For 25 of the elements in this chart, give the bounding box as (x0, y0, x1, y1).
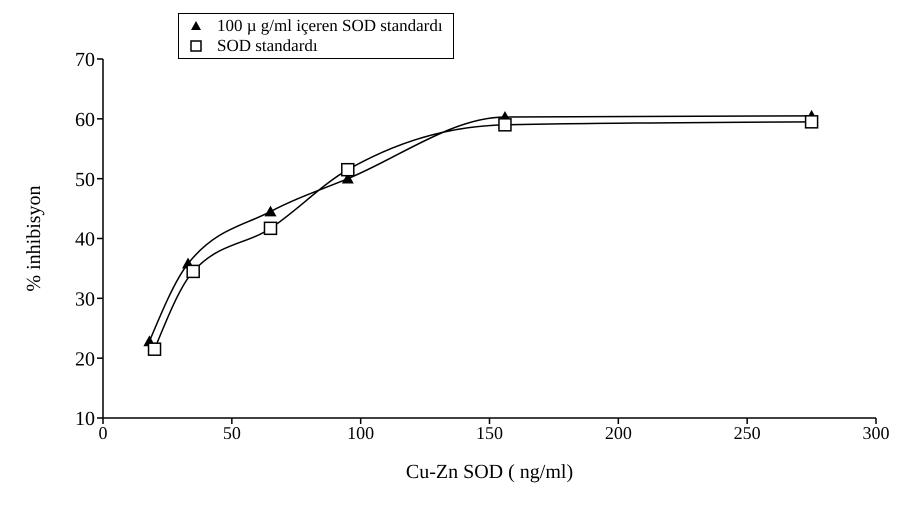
y-tick-label: 60 (75, 108, 95, 131)
point (148, 342, 162, 356)
legend-label: 100 µ g/ml içeren SOD standardı (217, 16, 443, 36)
y-tick-label: 20 (75, 348, 95, 370)
y-tick-label: 70 (75, 49, 95, 72)
x-tick-label: 200 (604, 422, 632, 443)
point (341, 162, 355, 176)
y-tick-label: 10 (75, 408, 95, 430)
x-tick-label: 150 (476, 422, 503, 443)
point (498, 118, 512, 132)
x-tick-label: 100 (347, 422, 374, 443)
point (804, 115, 818, 129)
y-tick-label: 40 (75, 228, 95, 251)
y-axis-title: % inhibisyon (23, 185, 46, 292)
point (186, 264, 200, 278)
point (264, 206, 276, 216)
point (264, 222, 278, 236)
x-axis-title: Cu-Zn SOD ( ng/ml) (406, 461, 574, 483)
y-tick-label: 50 (75, 168, 95, 191)
legend-label: SOD standardı (217, 36, 318, 56)
x-tick-label: 0 (98, 422, 108, 443)
y-tick-label: 30 (75, 288, 95, 310)
x-tick-label: 300 (862, 422, 890, 443)
x-tick-label: 250 (734, 422, 761, 443)
x-tick-label: 50 (222, 422, 241, 443)
